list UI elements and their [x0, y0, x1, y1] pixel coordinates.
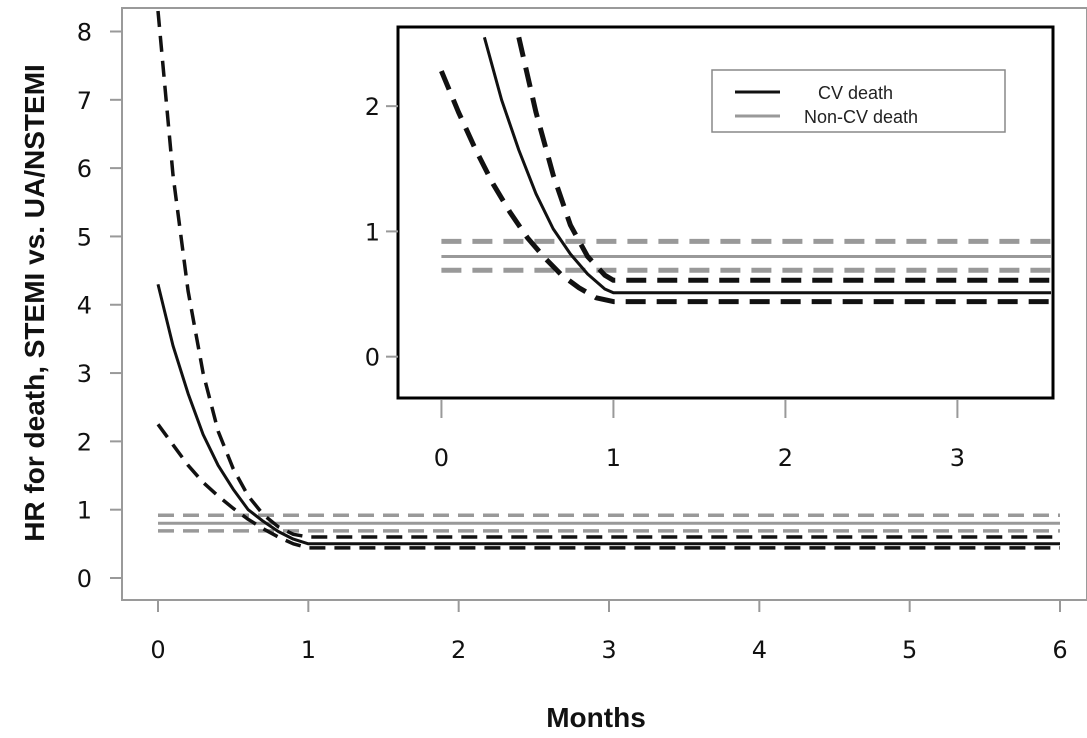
legend: CV death Non-CV death	[711, 69, 1006, 133]
legend-box	[711, 69, 1006, 133]
main-series-cv-estimate	[156, 283, 1060, 546]
main-x-tick-label: 2	[451, 636, 466, 664]
main-x-tick-label: 0	[150, 636, 165, 664]
inset-y-tick-label: 1	[365, 218, 380, 246]
main-y-tick-label: 5	[77, 223, 92, 251]
inset-y-tick-label: 2	[365, 93, 380, 121]
inset-series-cv-estimate	[482, 36, 1051, 295]
inset-x-tick-label: 3	[950, 444, 965, 472]
inset-x-tick-label: 0	[434, 444, 449, 472]
main-x-tick-label: 6	[1052, 636, 1067, 664]
inset-series-cv-lower	[439, 70, 1051, 305]
inset-y-tick-label: 0	[365, 344, 380, 372]
x-axis-title: Months	[546, 702, 646, 733]
main-series-group	[156, 10, 1060, 550]
inset-x-tick-label: 1	[606, 444, 621, 472]
main-y-tick-label: 4	[77, 292, 92, 320]
main-y-tick-label: 8	[77, 18, 92, 46]
main-y-tick-label: 6	[77, 155, 92, 183]
inset-x-tick-label: 2	[778, 444, 793, 472]
main-y-tick-label: 2	[77, 428, 92, 456]
inset-frame	[396, 25, 1055, 400]
main-series-cv-upper	[156, 10, 1060, 539]
main-series-cv-lower	[156, 423, 1060, 550]
main-x-tick-label: 1	[301, 636, 316, 664]
legend-label-non-cv-death: Non-CV death	[804, 107, 918, 127]
main-x-axis: 0 1 2 3 4 5 6	[150, 600, 1068, 664]
main-y-tick-label: 3	[77, 360, 92, 388]
legend-label-cv-death: CV death	[818, 83, 893, 103]
main-x-tick-label: 5	[902, 636, 917, 664]
main-y-axis: 0 1 2 3 4 5 6 7 8	[77, 18, 122, 593]
inset-y-axis: 0 1 2	[365, 93, 398, 372]
main-x-tick-label: 4	[752, 636, 767, 664]
inset-series-cv-upper	[516, 36, 1051, 283]
y-axis-title: HR for death, STEMI vs. UA/NSTEMI	[19, 64, 50, 542]
main-plot: 0 1 2 3 4 5 6 7 8 0 1 2 3 4 5 6 Months HR for death, S…	[19, 7, 1087, 733]
main-y-tick-label: 0	[77, 565, 92, 593]
main-x-tick-label: 3	[601, 636, 616, 664]
inset-x-axis: 0 1 2 3	[434, 400, 965, 472]
inset-plot: 0 1 2 0 1 2 3 CV death Non-CV death	[365, 25, 1055, 472]
inset-series-group	[439, 36, 1051, 305]
main-y-tick-label: 7	[77, 87, 92, 115]
main-y-tick-label: 1	[77, 497, 92, 525]
